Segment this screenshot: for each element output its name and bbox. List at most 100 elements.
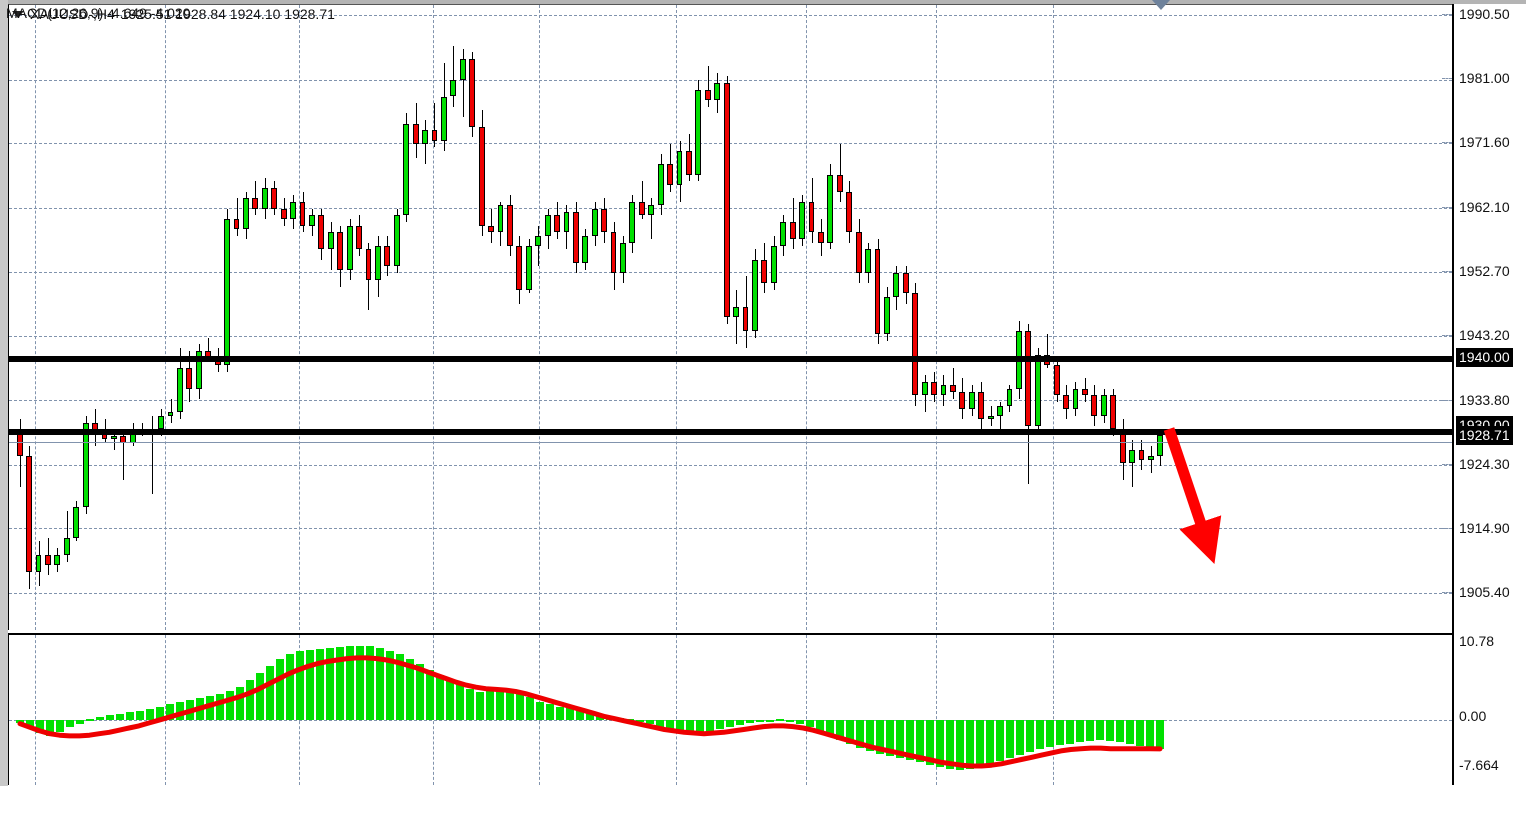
time-gridline: [433, 5, 434, 630]
price-gridline: [9, 464, 1452, 466]
macd-histogram-bar: [395, 654, 404, 721]
macd-histogram-bar: [775, 718, 784, 721]
chart-header: XAUUSD-,H4 1925.51 1928.84 1924.10 1928.…: [12, 6, 335, 22]
macd-histogram-bar: [795, 720, 804, 724]
macd-histogram-bar: [105, 715, 114, 721]
candle-wick: [642, 181, 643, 219]
macd-histogram-bar: [45, 720, 54, 736]
candle-bullish: [827, 174, 834, 243]
macd-histogram-bar: [215, 693, 224, 721]
macd-histogram-bar: [65, 720, 74, 728]
price-axis-tick-label: 1952.70: [1459, 263, 1510, 279]
price-gridline: [9, 143, 1452, 145]
candle-wick: [953, 368, 954, 399]
candle-bearish: [667, 164, 674, 185]
macd-histogram-bar: [85, 719, 94, 722]
macd-histogram-bar: [225, 690, 234, 721]
candle-bearish: [572, 211, 579, 263]
candle-bullish: [309, 215, 315, 226]
price-chart-pane[interactable]: [8, 4, 1452, 630]
candle-bullish: [35, 554, 42, 572]
macd-histogram-bar: [95, 717, 104, 721]
macd-histogram-bar: [995, 720, 1004, 761]
macd-header-label: MACD(12,26,9) -4.649 -4.020: [6, 5, 191, 21]
macd-histogram-bar: [505, 689, 514, 721]
macd-histogram-bar: [1015, 720, 1024, 756]
candle-bearish: [365, 249, 372, 280]
macd-indicator-pane[interactable]: [8, 633, 1452, 785]
triangle-down-icon[interactable]: [12, 10, 24, 18]
candle-bearish: [818, 232, 824, 243]
macd-histogram-bar: [935, 720, 944, 767]
macd-time-gridline: [35, 635, 36, 785]
axis-divider: [1452, 4, 1454, 785]
macd-histogram-bar: [255, 672, 264, 721]
candle-bearish: [1053, 364, 1060, 396]
candle-bearish: [356, 225, 362, 250]
candle-bearish: [638, 201, 645, 216]
price-axis-tick-label: 1933.80: [1459, 392, 1510, 408]
time-gridline: [676, 5, 677, 630]
macd-histogram-bar: [535, 701, 544, 721]
macd-histogram-bar: [1085, 720, 1094, 741]
candle-bullish: [884, 296, 890, 335]
macd-histogram-bar: [385, 650, 394, 721]
macd-histogram-bar: [1135, 720, 1144, 746]
candle-bullish: [393, 215, 400, 267]
price-axis-tick: [1442, 142, 1452, 143]
macd-histogram-bar: [1075, 720, 1084, 743]
price-axis-tick: [1442, 14, 1452, 15]
price-axis-level-label: 1940.00: [1456, 348, 1513, 367]
candle-bearish: [186, 368, 193, 389]
candle-bearish: [931, 381, 937, 396]
macd-histogram-bar: [815, 720, 824, 732]
candle-bearish: [554, 215, 560, 233]
candle-bearish: [506, 205, 513, 246]
price-axis[interactable]: 1990.50 1981.00 1971.60 1962.10 1952.70 1943.…: [1442, 0, 1526, 790]
macd-histogram-bar: [595, 714, 604, 721]
candle-wick: [463, 48, 464, 117]
price-axis-tick: [1442, 335, 1452, 336]
macd-histogram-bar: [425, 670, 434, 721]
macd-histogram-bar: [975, 720, 984, 767]
price-level-resistance[interactable]: [9, 356, 1452, 362]
candle-bullish: [1072, 388, 1079, 409]
macd-histogram-bar: [955, 720, 964, 771]
candle-bearish: [742, 307, 749, 331]
macd-histogram-bar: [335, 647, 344, 721]
candle-bearish: [45, 554, 51, 566]
macd-histogram-bar: [495, 687, 504, 721]
price-axis-tick-label: 1943.20: [1459, 327, 1510, 343]
macd-histogram-bar: [25, 720, 34, 728]
macd-histogram-bar: [545, 704, 554, 721]
macd-histogram-bar: [1005, 720, 1014, 759]
top-strip: [8, 0, 1526, 4]
macd-histogram-bar: [345, 646, 354, 721]
candle-bearish: [912, 293, 919, 396]
price-gridline: [9, 15, 1452, 16]
macd-histogram-bar: [15, 720, 24, 723]
candle-bearish: [26, 456, 33, 572]
macd-axis-tick-label: 10.78: [1459, 633, 1495, 649]
macd-histogram-bar: [665, 720, 674, 730]
price-level-support[interactable]: [9, 429, 1452, 435]
time-gridline: [806, 5, 807, 630]
candle-bullish: [403, 123, 410, 216]
candle-bearish: [959, 391, 966, 409]
macd-histogram-bar: [475, 691, 484, 721]
candle-bullish: [544, 215, 551, 236]
price-axis-tick-label: 1990.50: [1459, 6, 1510, 22]
macd-histogram-bar: [825, 720, 834, 736]
macd-histogram-bar: [125, 712, 134, 721]
macd-histogram-bar: [35, 720, 44, 734]
macd-histogram-bar: [305, 650, 314, 721]
macd-histogram-bar: [885, 720, 894, 756]
macd-histogram-bar: [785, 720, 794, 723]
macd-histogram-bar: [565, 707, 574, 721]
candle-bearish: [808, 201, 815, 233]
macd-histogram-bar: [875, 720, 884, 754]
candle-wick: [114, 429, 115, 450]
candle-bearish: [874, 249, 881, 335]
candle-bullish: [620, 242, 626, 274]
